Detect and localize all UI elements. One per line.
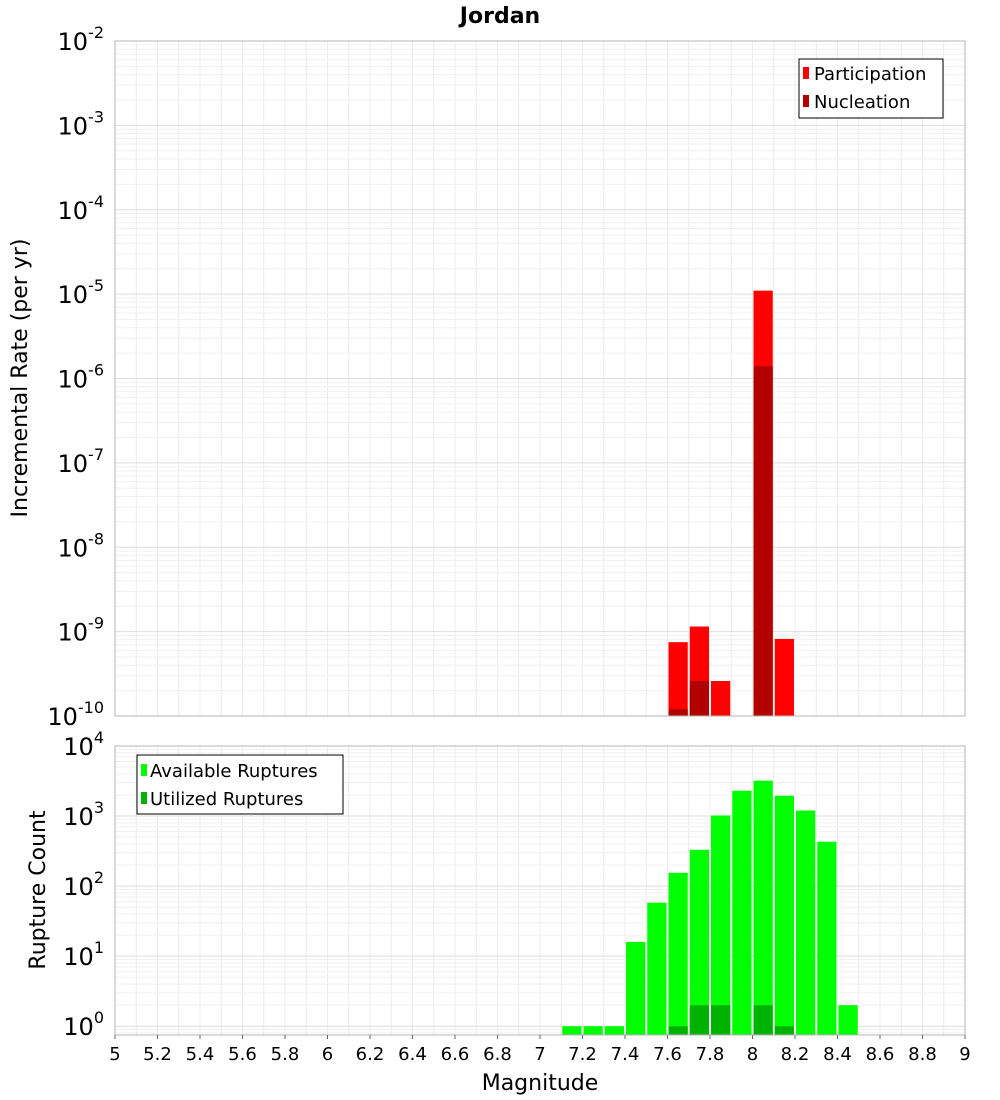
bar-available-ruptures — [562, 1026, 582, 1035]
x-tick-label: 5.8 — [271, 1044, 300, 1065]
y-tick-label: 10-8 — [58, 529, 105, 562]
y-tick-label: 10-9 — [58, 614, 105, 647]
bar-available-ruptures — [838, 1005, 858, 1035]
rate-grid — [114, 40, 966, 717]
x-tick-label: 7.2 — [568, 1044, 597, 1065]
y-tick-label: 10-4 — [58, 192, 105, 225]
bar-participation — [774, 638, 794, 716]
y-tick-label: 100 — [63, 1008, 104, 1041]
bar-nucleation — [753, 366, 773, 716]
y-tick-label: 103 — [63, 798, 104, 831]
legend-swatch-available — [141, 764, 147, 776]
bar-utilized-ruptures — [689, 1005, 709, 1035]
legend-label-utilized: Utilized Ruptures — [150, 789, 303, 810]
bar-available-ruptures — [583, 1026, 603, 1035]
x-tick-label: 6 — [322, 1044, 333, 1065]
y-tick-label: 10-5 — [58, 276, 105, 309]
bar-available-ruptures — [796, 810, 816, 1035]
legend-swatch-participation — [803, 67, 809, 79]
count-legend-box — [136, 754, 344, 815]
rate-legend: Participation Nucleation — [798, 58, 944, 119]
y-tick-label: 102 — [63, 868, 104, 901]
x-tick-label: 5.4 — [186, 1044, 215, 1065]
x-ticks: 5 5.2 5.4 5.6 5.8 6 6.2 6.4 6.6 6.8 7 7.2 7.4 7.6 7.8 8… — [109, 1035, 971, 1065]
legend-label-nucleation: Nucleation — [814, 92, 910, 113]
y-tick-label: 101 — [63, 938, 104, 971]
x-tick-label: 6.2 — [356, 1044, 385, 1065]
x-axis-label: Magnitude — [482, 1071, 599, 1096]
x-tick-label: 5.2 — [143, 1044, 172, 1065]
x-tick-label: 6.4 — [398, 1044, 427, 1065]
bar-available-ruptures — [753, 780, 773, 1035]
x-tick-label: 5 — [109, 1044, 120, 1065]
x-tick-label: 7 — [534, 1044, 545, 1065]
x-tick-label: 8 — [747, 1044, 758, 1065]
y-tick-label: 10-2 — [58, 23, 105, 56]
x-tick-label: 8.6 — [866, 1044, 895, 1065]
bar-available-ruptures — [604, 1026, 624, 1035]
bar-participation — [711, 680, 731, 716]
rate-y-axis-label: Incremental Rate (per yr) — [8, 239, 33, 518]
rate-y-ticks: 10-2 10-3 10-4 10-5 10-6 10-7 10-8 10-9 10-10 — [47, 23, 104, 731]
x-tick-label: 7.8 — [696, 1044, 725, 1065]
count-bars — [562, 780, 858, 1035]
x-tick-label: 6.8 — [483, 1044, 512, 1065]
x-tick-label: 9 — [959, 1044, 970, 1065]
rate-bars — [668, 290, 794, 716]
bar-available-ruptures — [647, 902, 667, 1035]
bar-utilized-ruptures — [753, 1005, 773, 1035]
legend-swatch-nucleation — [803, 95, 809, 107]
bar-available-ruptures — [774, 795, 794, 1035]
y-tick-label: 10-10 — [47, 698, 104, 731]
bar-available-ruptures — [689, 849, 709, 1035]
y-tick-label: 104 — [63, 728, 104, 761]
bar-participation — [668, 642, 688, 716]
count-y-ticks: 104 103 102 101 100 — [63, 728, 104, 1041]
y-tick-label: 10-7 — [58, 445, 105, 478]
rate-legend-box — [798, 58, 944, 119]
chart-title: Jordan — [458, 4, 540, 29]
rate-plot-border — [114, 40, 966, 717]
bar-available-ruptures — [817, 841, 837, 1035]
bar-available-ruptures — [626, 941, 646, 1035]
y-tick-label: 10-6 — [58, 361, 105, 394]
legend-label-participation: Participation — [814, 64, 926, 85]
bar-utilized-ruptures — [668, 1026, 688, 1035]
bar-nucleation — [689, 680, 709, 716]
x-tick-label: 6.6 — [441, 1044, 470, 1065]
count-legend: Available Ruptures Utilized Ruptures — [136, 754, 344, 815]
legend-swatch-utilized — [141, 792, 147, 804]
bar-utilized-ruptures — [711, 1005, 731, 1035]
x-tick-label: 7.4 — [611, 1044, 640, 1065]
rate-panel: 10-2 10-3 10-4 10-5 10-6 10-7 10-8 10-9 10-10 Jo… — [8, 4, 966, 731]
bar-available-ruptures — [732, 790, 752, 1035]
count-y-axis-label: Rupture Count — [26, 810, 51, 970]
y-tick-label: 10-3 — [58, 107, 105, 140]
count-panel: 104 103 102 101 100 5 5.2 5.4 5.6 5.8 6 6.2 6.4 6.6 6… — [26, 728, 971, 1096]
bar-nucleation — [668, 709, 688, 716]
x-tick-label: 8.2 — [781, 1044, 810, 1065]
legend-label-available: Available Ruptures — [150, 761, 318, 782]
bar-utilized-ruptures — [774, 1026, 794, 1035]
x-tick-label: 5.6 — [228, 1044, 257, 1065]
x-tick-label: 8.4 — [823, 1044, 852, 1065]
x-tick-label: 8.8 — [908, 1044, 937, 1065]
x-tick-label: 7.6 — [653, 1044, 682, 1065]
bar-available-ruptures — [711, 815, 731, 1035]
bar-available-ruptures — [668, 872, 688, 1035]
